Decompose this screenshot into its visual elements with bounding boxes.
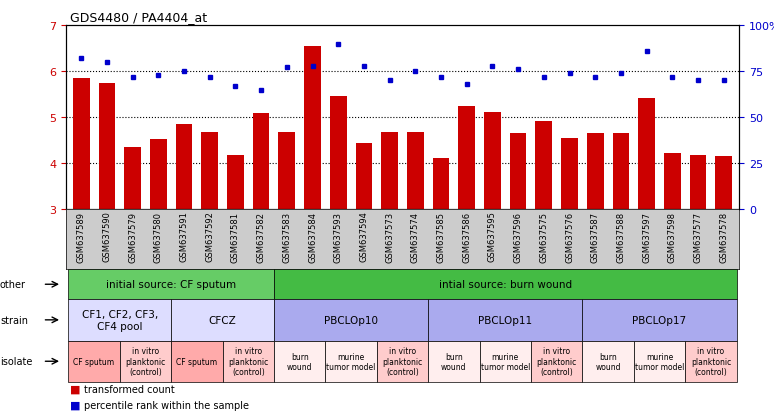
Text: CF sputum: CF sputum [74, 357, 115, 366]
Text: murine
tumor model: murine tumor model [327, 352, 375, 371]
Text: ■: ■ [70, 400, 80, 410]
Bar [382, 133, 398, 210]
Text: GSM637576: GSM637576 [565, 211, 574, 262]
Text: PBCLOp11: PBCLOp11 [478, 315, 533, 325]
Bar [73, 79, 90, 210]
Text: strain: strain [0, 315, 28, 325]
Text: GSM637584: GSM637584 [308, 211, 317, 262]
Text: GSM637585: GSM637585 [437, 211, 446, 262]
Text: intial source: burn wound: intial source: burn wound [439, 280, 572, 290]
Text: CFCZ: CFCZ [209, 315, 236, 325]
Text: GSM637591: GSM637591 [180, 211, 189, 262]
Bar [715, 157, 732, 210]
Bar [664, 154, 680, 210]
Text: GSM637581: GSM637581 [231, 211, 240, 262]
Text: GSM637590: GSM637590 [102, 211, 111, 262]
Text: GSM637598: GSM637598 [668, 211, 676, 262]
Text: in vitro
planktonic
(control): in vitro planktonic (control) [228, 347, 269, 376]
Text: in vitro
planktonic
(control): in vitro planktonic (control) [536, 347, 577, 376]
Text: GSM637580: GSM637580 [154, 211, 163, 262]
Bar [458, 107, 475, 210]
Text: GSM637578: GSM637578 [719, 211, 728, 262]
Bar [98, 83, 115, 210]
Bar [639, 99, 655, 210]
Text: GSM637589: GSM637589 [77, 211, 86, 262]
Text: in vitro
planktonic
(control): in vitro planktonic (control) [382, 347, 423, 376]
Text: GSM637583: GSM637583 [283, 211, 291, 262]
Text: initial source: CF sputum: initial source: CF sputum [106, 280, 236, 290]
Bar [150, 140, 166, 210]
Text: GSM637587: GSM637587 [591, 211, 600, 262]
Bar [279, 133, 295, 210]
Bar [433, 158, 450, 210]
Text: GSM637594: GSM637594 [359, 211, 368, 262]
Text: GSM637577: GSM637577 [694, 211, 703, 262]
Text: burn
wound: burn wound [441, 352, 467, 371]
Bar [355, 143, 372, 210]
Bar [510, 134, 526, 210]
Bar [407, 133, 423, 210]
Text: GSM637575: GSM637575 [539, 211, 548, 262]
Bar [304, 47, 321, 210]
Text: GSM637573: GSM637573 [385, 211, 394, 262]
Bar [690, 156, 707, 210]
Bar [612, 134, 629, 210]
Bar [201, 133, 218, 210]
Bar [253, 113, 269, 210]
Bar [587, 134, 604, 210]
Text: isolate: isolate [0, 356, 33, 366]
Bar [536, 121, 552, 210]
Bar [125, 148, 141, 210]
Bar [330, 97, 347, 210]
Bar [176, 125, 193, 210]
Text: PBCLOp10: PBCLOp10 [324, 315, 378, 325]
Text: GSM637593: GSM637593 [334, 211, 343, 262]
Text: GSM637574: GSM637574 [411, 211, 420, 262]
Text: GSM637586: GSM637586 [462, 211, 471, 262]
Text: GSM637597: GSM637597 [642, 211, 651, 262]
Text: GSM637592: GSM637592 [205, 211, 214, 262]
Bar [227, 156, 244, 210]
Text: burn
wound: burn wound [287, 352, 313, 371]
Text: CF sputum: CF sputum [176, 357, 217, 366]
Text: GSM637579: GSM637579 [128, 211, 137, 262]
Text: CF1, CF2, CF3,
CF4 pool: CF1, CF2, CF3, CF4 pool [81, 309, 158, 331]
Text: in vitro
planktonic
(control): in vitro planktonic (control) [125, 347, 166, 376]
Bar [484, 112, 501, 210]
Text: burn
wound: burn wound [595, 352, 621, 371]
Text: murine
tumor model: murine tumor model [481, 352, 530, 371]
Text: GSM637582: GSM637582 [257, 211, 265, 262]
Text: transformed count: transformed count [84, 384, 174, 394]
Text: GSM637596: GSM637596 [514, 211, 522, 262]
Text: murine
tumor model: murine tumor model [635, 352, 684, 371]
Text: ■: ■ [70, 384, 80, 394]
Text: GSM637595: GSM637595 [488, 211, 497, 262]
Bar [561, 139, 578, 210]
Text: percentile rank within the sample: percentile rank within the sample [84, 400, 248, 410]
Text: other: other [0, 280, 26, 290]
Text: GSM637588: GSM637588 [616, 211, 625, 262]
Text: PBCLOp17: PBCLOp17 [632, 315, 687, 325]
Text: GDS4480 / PA4404_at: GDS4480 / PA4404_at [70, 11, 207, 24]
Text: in vitro
planktonic
(control): in vitro planktonic (control) [690, 347, 731, 376]
